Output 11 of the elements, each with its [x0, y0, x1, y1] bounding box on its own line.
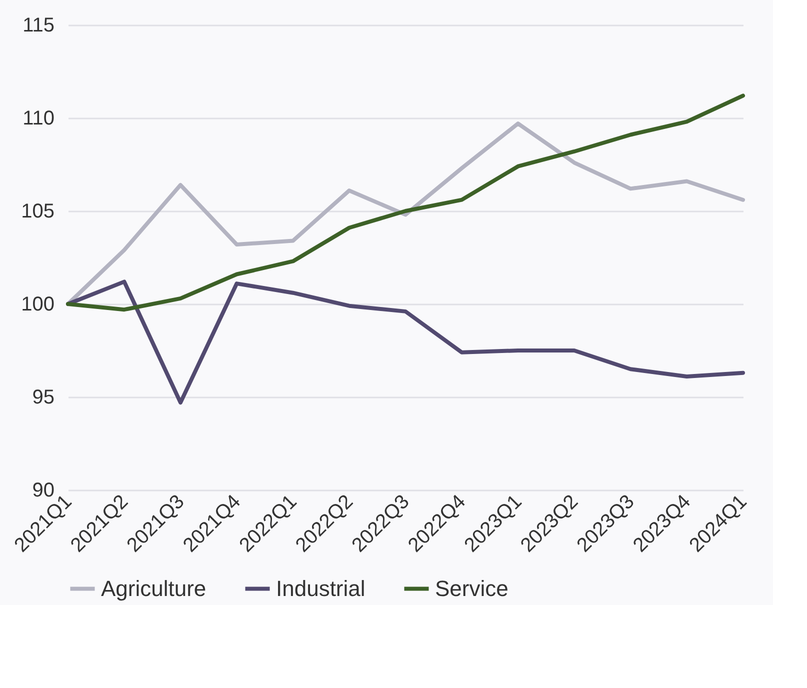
- legend-label: Agriculture: [101, 576, 206, 601]
- line-series: [66, 94, 745, 312]
- y-tick-label: 115: [22, 14, 54, 36]
- legend-label: Service: [435, 576, 508, 601]
- line-series: [66, 280, 745, 405]
- y-tick-label: 100: [21, 294, 54, 316]
- y-tick-label: 110: [22, 108, 54, 130]
- y-tick-label: 95: [32, 386, 54, 408]
- y-tick-label: 105: [21, 200, 54, 222]
- y-tick-label: 90: [32, 480, 54, 502]
- legend-label: Industrial: [276, 576, 366, 601]
